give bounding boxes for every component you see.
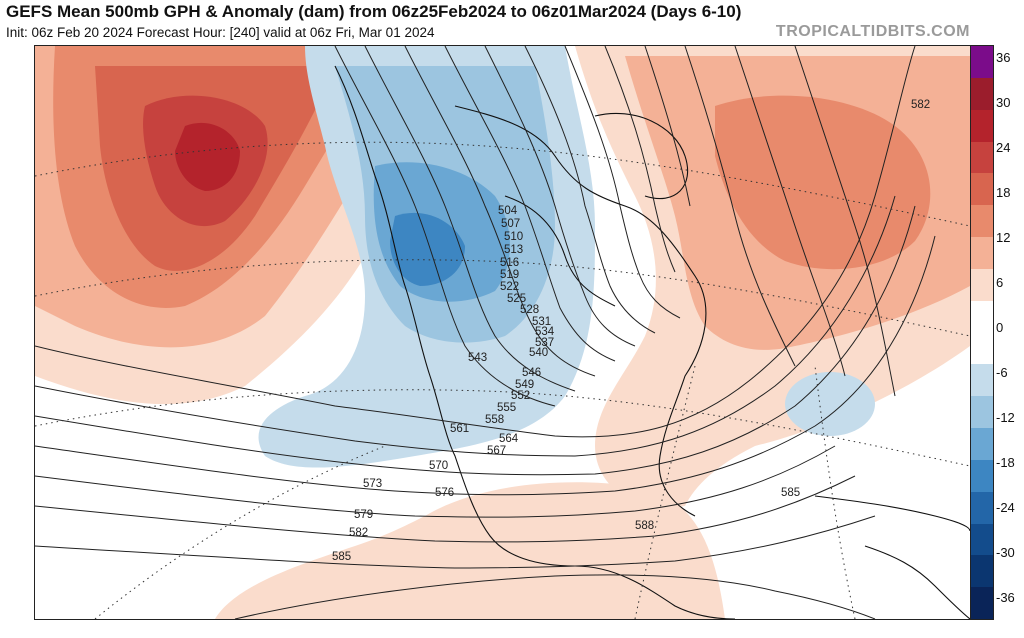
contour-label: 582 <box>911 99 930 111</box>
colorbar-tick-label: -18 <box>996 455 1015 470</box>
colorbar-tick-label: -24 <box>996 500 1015 515</box>
chart-title: GEFS Mean 500mb GPH & Anomaly (dam) from… <box>6 2 742 21</box>
colorbar-segment <box>971 46 993 79</box>
map-svg: 504 507 510 513 516 519 522 525 528 531 … <box>35 46 970 619</box>
contour-label: 561 <box>450 423 469 435</box>
contour-labels: 504 507 510 513 516 519 522 525 528 531 … <box>332 99 930 563</box>
contour-label: 537 <box>535 337 554 349</box>
colorbar-segment <box>971 300 993 333</box>
contour-label: 579 <box>354 509 373 521</box>
contour-label: 519 <box>500 269 519 281</box>
colorbar-segment <box>971 77 993 111</box>
contour-label: 585 <box>332 551 351 563</box>
colorbar-tick-label: -36 <box>996 590 1015 605</box>
height-contours <box>35 46 936 619</box>
map-panel: 504 507 510 513 516 519 522 525 528 531 … <box>34 45 971 620</box>
contour-label: 504 <box>498 205 518 217</box>
colorbar-segment <box>971 268 993 302</box>
contour-label: 528 <box>520 304 539 316</box>
colorbar-tick-label: -12 <box>996 410 1015 425</box>
colorbar-segment <box>971 237 993 270</box>
contour-label: 543 <box>468 352 487 364</box>
contour-label: 570 <box>429 460 448 472</box>
contour-label: 585 <box>781 487 800 499</box>
colorbar-segment <box>971 428 993 461</box>
contour-label: 525 <box>507 293 526 305</box>
contour-label: 510 <box>504 231 523 243</box>
contour-label: 513 <box>504 244 523 256</box>
colorbar-tick-label: 36 <box>996 50 1011 65</box>
contour-label: 516 <box>500 257 519 269</box>
colorbar-segment <box>971 332 993 365</box>
anomaly-colorbar <box>970 45 994 620</box>
colorbar-segment <box>971 205 993 238</box>
contour-label: 522 <box>500 281 519 293</box>
colorbar-tick-label: 0 <box>996 320 1004 335</box>
colorbar-segment <box>971 491 993 524</box>
colorbar-segment <box>971 173 993 206</box>
contour-label: 576 <box>435 487 454 499</box>
colorbar-segment <box>971 141 993 174</box>
coastlines <box>334 65 970 619</box>
colorbar-tick-label: -6 <box>996 365 1008 380</box>
contour-label: 546 <box>522 367 541 379</box>
lat-lon-grid <box>35 141 970 619</box>
colorbar-segment <box>971 396 993 429</box>
colorbar-tick-label: -30 <box>996 545 1015 560</box>
colorbar-tick-label: 24 <box>996 140 1011 155</box>
colorbar-segment <box>971 587 993 620</box>
brand-watermark: TROPICALTIDBITS.COM <box>775 23 970 40</box>
contour-label: 582 <box>349 527 368 539</box>
colorbar-segment <box>971 555 993 588</box>
colorbar-tick-label: 6 <box>996 275 1004 290</box>
negative-anomaly-shading <box>258 46 875 468</box>
contour-label: 558 <box>485 414 504 426</box>
colorbar-tick-label: 12 <box>996 230 1011 245</box>
contour-label: 588 <box>635 520 654 532</box>
contour-label: 549 <box>515 379 534 391</box>
colorbar-segment <box>971 459 993 493</box>
contour-label: 567 <box>487 445 506 457</box>
contour-label: 573 <box>363 478 382 490</box>
contour-label: 564 <box>499 433 519 445</box>
colorbar-segment <box>971 523 993 556</box>
contour-label: 531 <box>532 316 551 328</box>
contour-label: 507 <box>501 218 520 230</box>
contour-label: 540 <box>529 347 548 359</box>
chart-subtitle: Init: 06z Feb 20 2024 Forecast Hour: [24… <box>6 25 435 40</box>
contour-label: 552 <box>511 390 530 402</box>
colorbar-tick-label: 18 <box>996 185 1011 200</box>
colorbar-segment <box>971 364 993 397</box>
contour-label: 555 <box>497 402 516 414</box>
colorbar-segment <box>971 109 993 142</box>
contour-label: 534 <box>535 326 555 338</box>
colorbar-tick-label: 30 <box>996 95 1011 110</box>
